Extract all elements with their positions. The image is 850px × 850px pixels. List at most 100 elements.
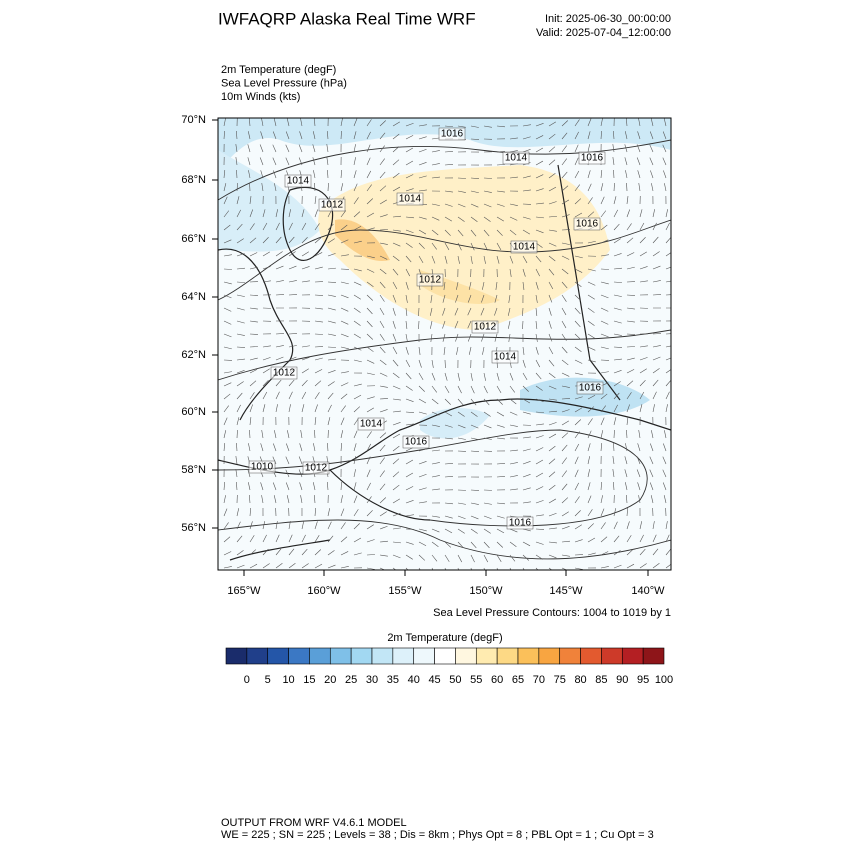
wind-barb [626,307,635,310]
wind-barb [496,190,505,193]
wind-barb [587,394,596,400]
wind-barb [522,567,525,570]
wind-barb [236,381,244,387]
colorbar-swatch [225,647,248,665]
wind-barb [444,216,453,222]
wind-barb [236,392,243,400]
wind-barb [612,144,615,153]
wind-barb [483,554,489,563]
wind-barb [260,443,264,452]
wind-barb [470,177,479,179]
wind-barb [652,251,660,257]
wind-barb [262,563,270,569]
wind-barb [522,175,531,179]
wind-barb [665,563,671,569]
wind-barb [652,368,660,374]
wind-barb [535,359,541,368]
contour-label-box [510,240,538,254]
wind-barb [247,144,251,153]
colorbar-label: 85 [595,674,607,686]
wind-barb [574,212,583,218]
wind-barb [288,548,295,556]
wind-barb [340,307,349,312]
wind-barb [444,150,453,153]
wind-barb [353,183,358,192]
wind-barb [327,564,336,569]
wind-barb [626,209,631,218]
wind-barb [587,197,593,205]
wind-barb [613,521,618,530]
wind-barb [418,385,425,392]
wind-barb [418,189,427,192]
wind-barb [249,294,259,296]
wind-barb [262,209,266,218]
wind-barb [613,535,620,543]
colorbar-label: 45 [428,674,440,686]
wind-barb [379,346,386,354]
wind-barb [236,294,245,297]
wind-barb [480,307,485,316]
wind-barb [262,404,266,413]
wind-barb [312,144,316,153]
wind-barb [470,502,479,505]
wind-barb [327,404,332,413]
wind-barb [236,346,246,348]
wind-barb [444,528,453,534]
wind-barb [587,307,595,313]
wind-barb [431,462,440,465]
wind-barb [379,171,386,179]
wind-barb [287,430,290,439]
wind-barb [468,346,472,355]
wind-barb [470,242,475,251]
wind-barb [494,294,498,303]
wind-barb [626,521,630,530]
wind-barb [262,345,271,348]
wind-barb [442,333,446,342]
wind-barb [613,564,622,569]
wind-barb [353,394,362,400]
wind-barb [470,411,478,417]
wind-barb [353,482,357,491]
wind-barb [650,443,654,452]
wind-barb [535,229,544,234]
wind-barb [600,495,603,504]
wind-barb [392,146,400,153]
wind-barb [366,227,375,231]
wind-barb [353,240,362,244]
wind-barb [379,320,385,329]
wind-barb [366,131,371,140]
contour-label-box [248,460,276,474]
wind-barb [457,437,466,440]
colorbar-swatch [601,647,623,665]
wind-barb [405,242,413,248]
wind-barb [587,359,596,363]
wind-barb [600,430,604,439]
wind-barb [457,372,460,381]
wind-barb [405,160,414,166]
wind-barb [236,209,241,218]
wind-barb [613,196,617,205]
wind-barb [353,211,361,218]
colorbar-swatch [538,647,561,665]
wind-barb [366,268,375,273]
wind-barb [392,512,401,517]
wind-barb [249,209,254,218]
wind-barb [483,424,492,429]
wind-barb [327,267,336,270]
wind-barb [340,239,349,244]
wind-barb [665,333,671,335]
wind-barb [248,495,251,504]
wind-barb [574,419,582,426]
wind-barb [327,443,329,452]
wind-barb [470,203,479,208]
wind-barb [301,534,306,543]
wind-barb [366,294,373,301]
wind-barb [548,307,552,316]
wind-barb [649,131,654,140]
wind-barb [313,170,316,179]
wind-barb [574,255,583,259]
wind-barb [535,372,542,380]
wind-barb [301,563,309,569]
wind-barb [509,449,518,452]
wind-barb [366,184,372,192]
